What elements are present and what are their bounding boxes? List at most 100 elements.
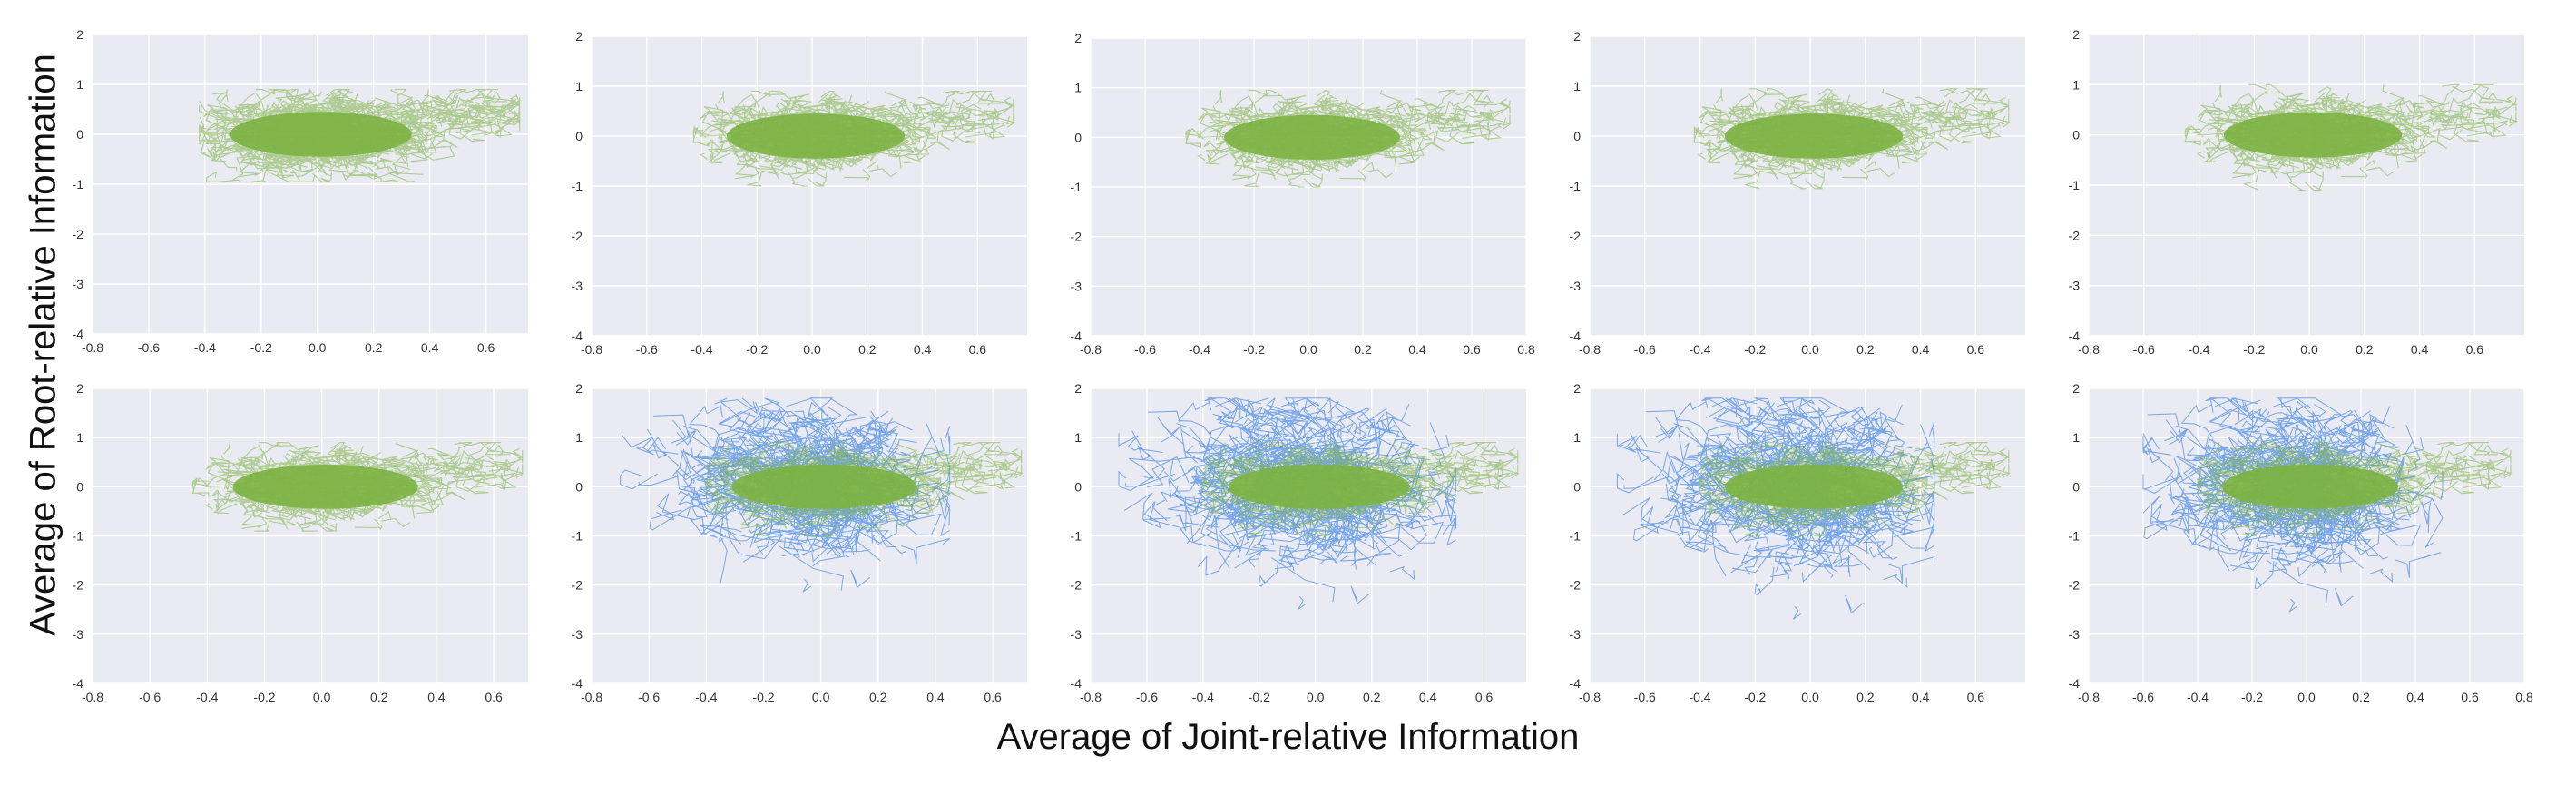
- x-tick-label: -0.6: [636, 342, 658, 357]
- y-tick-label: -3: [1071, 627, 1082, 642]
- y-tick-label: -3: [1570, 627, 1582, 642]
- y-tick-label: 2: [1074, 31, 1082, 45]
- x-tick-label: 0.0: [313, 690, 331, 704]
- y-tick-label: -2: [73, 578, 84, 593]
- y-tick-label: -3: [2069, 279, 2081, 293]
- y-tick-label: -1: [1071, 529, 1082, 544]
- y-tick-label: -1: [2069, 178, 2081, 192]
- x-tick-label: -0.2: [752, 690, 774, 704]
- y-tick-label: -2: [1071, 230, 1082, 244]
- y-tick-label: -3: [572, 627, 583, 642]
- x-tick-label: 0.6: [485, 690, 503, 704]
- x-tick-label: 0.4: [1912, 342, 1930, 357]
- series-core-green: [230, 112, 412, 157]
- x-tick-label: -0.2: [1249, 690, 1270, 704]
- x-tick-label: 0.2: [1856, 342, 1875, 357]
- panel-row2-col2: -0.8 -0.6 -0.4 -0.2 0.0 0.2 0.4 0.6 2 1 0 -1 -2 -3 -4: [572, 381, 1027, 704]
- x-tick-label: 0.2: [2356, 342, 2374, 357]
- x-tick-label: -0.6: [139, 690, 161, 704]
- y-tick-label: -4: [1570, 676, 1582, 691]
- x-tick-label: -0.6: [2133, 342, 2155, 357]
- y-tick-label: 1: [1074, 430, 1082, 445]
- x-tick-label: 0.4: [1912, 690, 1930, 704]
- y-tick-label: -1: [572, 179, 583, 193]
- y-tick-label: -1: [2069, 529, 2081, 544]
- x-tick-label: 0.2: [1363, 690, 1381, 704]
- x-tick-label: -0.6: [1634, 690, 1656, 704]
- x-tick-label: 0.2: [869, 690, 887, 704]
- series-core-green: [1724, 464, 1904, 509]
- x-tick-label: -0.6: [638, 690, 660, 704]
- x-tick-label: 0.0: [1801, 690, 1819, 704]
- y-tick-label: -1: [1570, 179, 1582, 193]
- x-tick-label: 0.0: [1299, 342, 1317, 357]
- x-tick-label: 0.0: [309, 340, 327, 355]
- series-core-green: [232, 464, 418, 509]
- y-tick-label: -3: [73, 627, 84, 642]
- x-tick-label: -0.2: [1243, 342, 1265, 357]
- y-tick-label: 1: [1074, 81, 1082, 95]
- x-tick-label: -0.4: [1689, 690, 1710, 704]
- x-tick-label: -0.2: [746, 342, 768, 357]
- x-tick-label: 0.2: [365, 340, 383, 355]
- y-tick-label: 0: [575, 479, 583, 494]
- y-tick-label: 1: [575, 79, 583, 93]
- panel-row2-col1: -0.8 -0.6 -0.4 -0.2 0.0 0.2 0.4 0.6 2 1 0 -1 -2 -3 -4: [73, 381, 528, 704]
- x-tick-label: 0.4: [2411, 342, 2429, 357]
- y-tick-label: 0: [2072, 128, 2080, 142]
- x-tick-label: -0.2: [1744, 690, 1766, 704]
- y-tick-label: -2: [572, 229, 583, 243]
- y-tick-label: 2: [575, 381, 583, 396]
- y-tick-label: -3: [73, 277, 84, 291]
- panel-row1-col2: -0.8 -0.6 -0.4 -0.2 0.0 0.2 0.4 0.6 2 1 0 -1 -2 -3 -4: [572, 29, 1027, 357]
- x-tick-label: -0.6: [2132, 690, 2154, 704]
- x-tick-label: 0.0: [1801, 342, 1819, 357]
- x-tick-label: -0.8: [82, 340, 103, 355]
- y-tick-label: -3: [1071, 279, 1082, 293]
- panel-row1-col5: -0.8 -0.6 -0.4 -0.2 0.0 0.2 0.4 0.6 2 1 0 -1 -2 -3 -4: [2069, 27, 2524, 357]
- x-tick-label: 0.6: [477, 340, 495, 355]
- y-tick-label: 1: [1573, 430, 1581, 445]
- x-tick-label: -0.2: [250, 340, 272, 355]
- y-tick-label: 1: [575, 430, 583, 445]
- y-tick-label: -4: [73, 676, 84, 691]
- series-core-green: [731, 464, 917, 509]
- x-tick-label: -0.4: [2187, 690, 2209, 704]
- x-tick-label: -0.8: [581, 690, 602, 704]
- y-tick-label: -1: [73, 529, 84, 544]
- y-tick-label: -3: [1570, 279, 1582, 293]
- x-tick-label: -0.6: [1634, 342, 1656, 357]
- x-tick-label: -0.8: [2078, 690, 2100, 704]
- x-tick-label: 0.8: [2515, 690, 2533, 704]
- y-tick-label: -1: [1071, 180, 1082, 194]
- y-tick-label: -2: [2069, 228, 2081, 242]
- y-tick-label: -2: [1570, 229, 1582, 243]
- x-tick-label: -0.8: [1080, 690, 1102, 704]
- y-axis-label: Average of Root-relative Information: [23, 54, 64, 636]
- y-tick-label: 0: [575, 129, 583, 143]
- x-tick-label: -0.8: [2078, 342, 2100, 357]
- panel-row1-col4: -0.8 -0.6 -0.4 -0.2 0.0 0.2 0.4 0.6 2 1 0 -1 -2 -3 -4: [1570, 29, 2025, 357]
- series-core-green: [2222, 464, 2398, 509]
- x-tick-label: 0.6: [1475, 690, 1494, 704]
- x-tick-label: -0.4: [196, 690, 218, 704]
- y-tick-label: -1: [73, 177, 84, 191]
- x-tick-label: 0.0: [812, 690, 830, 704]
- x-tick-label: -0.8: [82, 690, 103, 704]
- x-tick-label: 0.6: [2461, 690, 2479, 704]
- y-tick-label: -4: [1570, 329, 1582, 343]
- series-core-green: [1224, 114, 1400, 160]
- y-tick-label: -1: [572, 529, 583, 544]
- y-tick-label: -2: [1570, 578, 1582, 593]
- y-tick-label: -2: [73, 227, 84, 241]
- panel-row1-col1: -0.8 -0.6 -0.4 -0.2 0.0 0.2 0.4 0.6 2 1 0 -1 -2 -3 -4: [73, 27, 528, 355]
- y-tick-label: -4: [2069, 329, 2081, 343]
- x-tick-label: 0.4: [1419, 690, 1437, 704]
- panel-row2-col4: -0.8 -0.6 -0.4 -0.2 0.0 0.2 0.4 0.6 2 1 0 -1 -2 -3 -4: [1570, 381, 2025, 704]
- y-tick-label: 1: [2072, 77, 2080, 92]
- x-tick-label: 0.2: [1856, 690, 1875, 704]
- y-tick-label: 1: [2072, 430, 2080, 445]
- y-tick-label: -1: [1570, 529, 1582, 544]
